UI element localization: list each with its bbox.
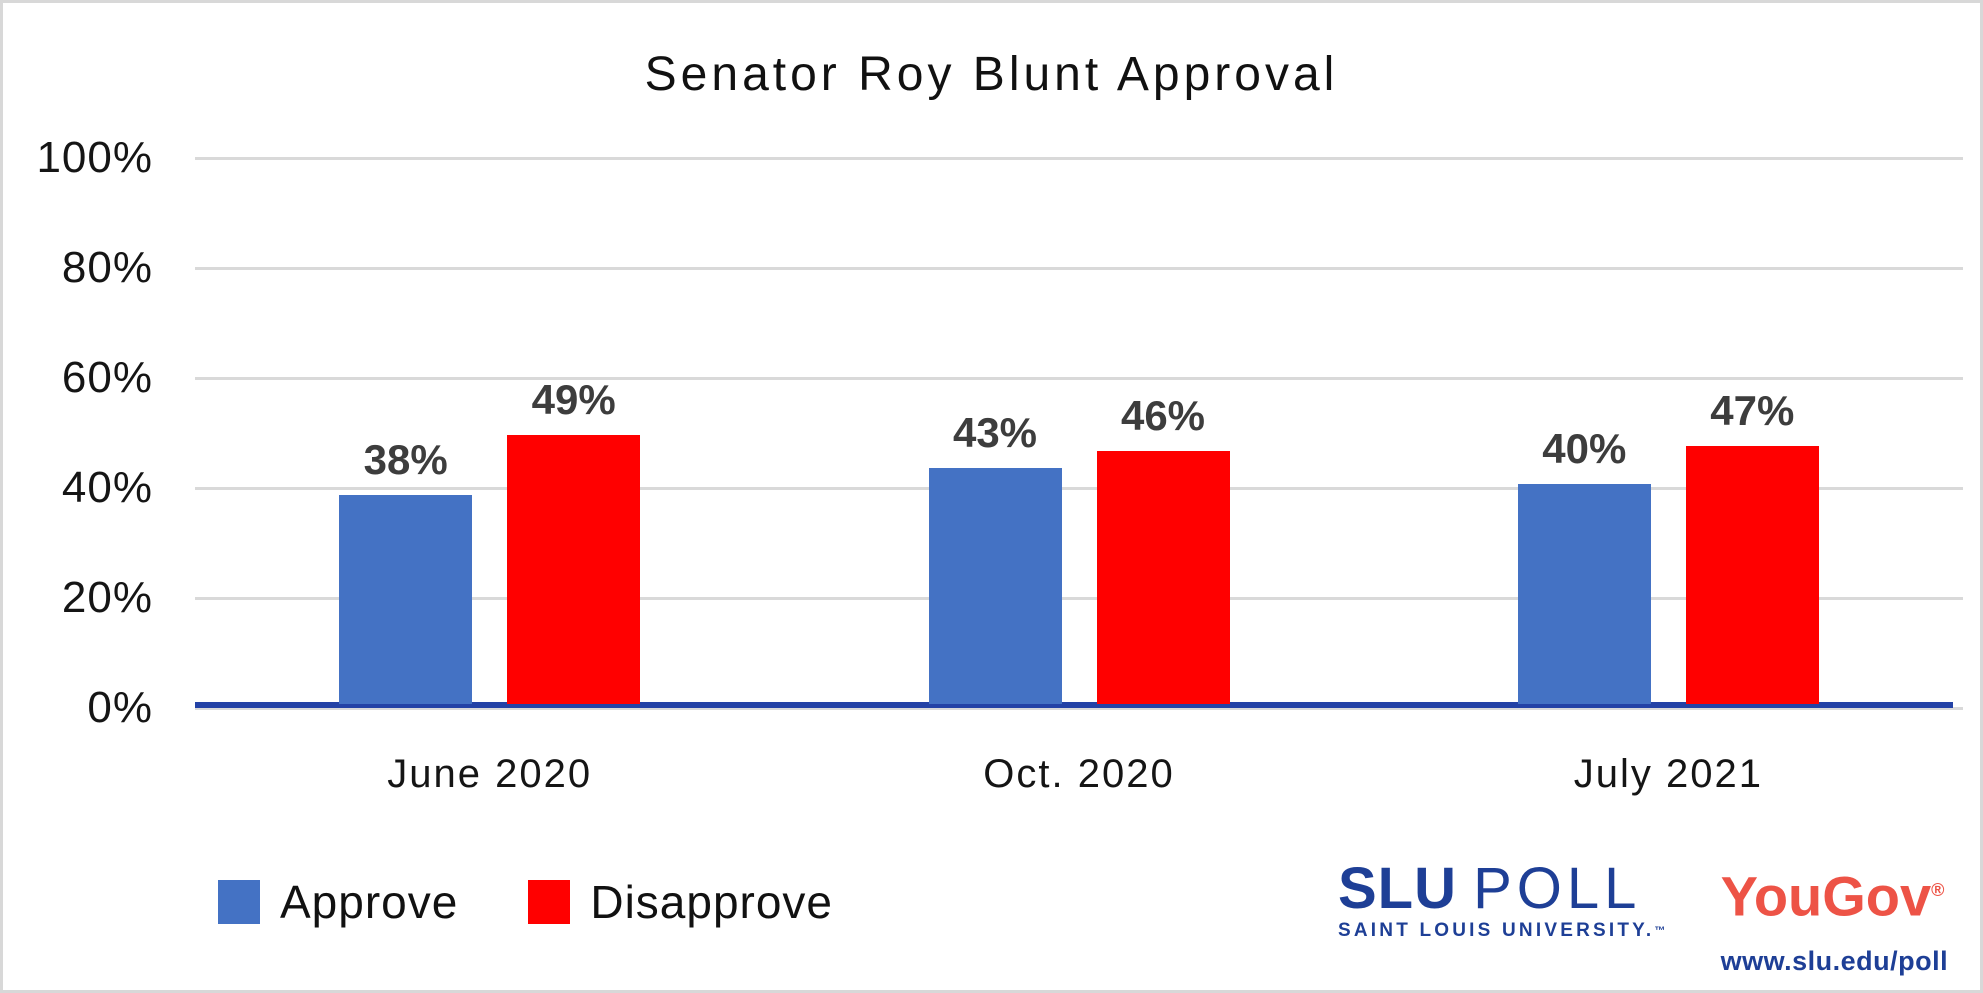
registered-symbol: ® — [1931, 880, 1945, 900]
slu-poll-url: www.slu.edu/poll — [1720, 945, 1949, 976]
poll-text: POLL — [1473, 856, 1642, 921]
legend-label-disapprove: Disapprove — [590, 876, 834, 928]
y-axis-tick-label: 0% — [87, 683, 153, 732]
yougov-wordmark: YouGov® — [1721, 859, 1945, 928]
bar-value-label: 43% — [952, 408, 1038, 456]
gridline — [195, 377, 1963, 380]
bar-approve-3 — [1517, 484, 1651, 704]
legend-swatch-disapprove — [528, 880, 571, 924]
bar-value-label: 38% — [363, 436, 448, 483]
gridline — [195, 487, 1963, 490]
x-axis-category-label: Oct. 2020 — [983, 752, 1175, 796]
bar-value-label: 49% — [531, 375, 616, 423]
legend-swatch-approve — [218, 880, 260, 924]
y-axis-tick-label: 40% — [61, 463, 153, 512]
bar-approve-1 — [339, 495, 473, 704]
bar-disapprove-2 — [1096, 451, 1230, 704]
x-axis-category-label: July 2021 — [1573, 752, 1763, 796]
yougov-text: YouGov — [1720, 864, 1932, 928]
gridline — [195, 157, 1963, 160]
gridline — [195, 707, 1963, 710]
y-axis-tick-label: 60% — [61, 353, 153, 402]
bar-approve-2 — [928, 467, 1062, 704]
bar-value-label: 40% — [1542, 425, 1627, 472]
slu-poll-wordmark: SLU POLL — [1338, 859, 1669, 919]
legend: Approve Disapprove — [218, 875, 833, 929]
bar-disapprove-3 — [1685, 445, 1819, 704]
y-axis-tick-label: 80% — [61, 243, 153, 292]
slu-text: SLU — [1338, 856, 1457, 921]
yougov-logo: YouGov® www.slu.edu/poll — [1721, 859, 1949, 977]
y-axis-tick-label: 20% — [61, 573, 153, 622]
legend-item-disapprove: Disapprove — [528, 875, 833, 929]
chart-title: Senator Roy Blunt Approval — [644, 48, 1339, 101]
branding-footer: SLU POLL SAINT LOUIS UNIVERSITY.™ YouGov… — [1338, 859, 1948, 977]
trademark-symbol: ™ — [1654, 925, 1669, 937]
bar-disapprove-1 — [507, 434, 641, 704]
gridline — [195, 597, 1963, 600]
bar-value-label: 46% — [1120, 392, 1206, 439]
y-axis-tick-label: 100% — [36, 133, 153, 182]
gridline — [195, 267, 1963, 270]
bar-value-label: 47% — [1710, 386, 1795, 434]
x-axis-line — [195, 702, 1953, 708]
x-axis-category-label: June 2020 — [387, 752, 593, 796]
slu-university-text: SAINT LOUIS UNIVERSITY.™ — [1338, 919, 1669, 943]
slu-poll-logo: SLU POLL SAINT LOUIS UNIVERSITY.™ — [1338, 859, 1669, 943]
legend-label-approve: Approve — [280, 876, 459, 928]
university-label: SAINT LOUIS UNIVERSITY. — [1338, 920, 1655, 941]
legend-item-approve: Approve — [218, 875, 458, 929]
